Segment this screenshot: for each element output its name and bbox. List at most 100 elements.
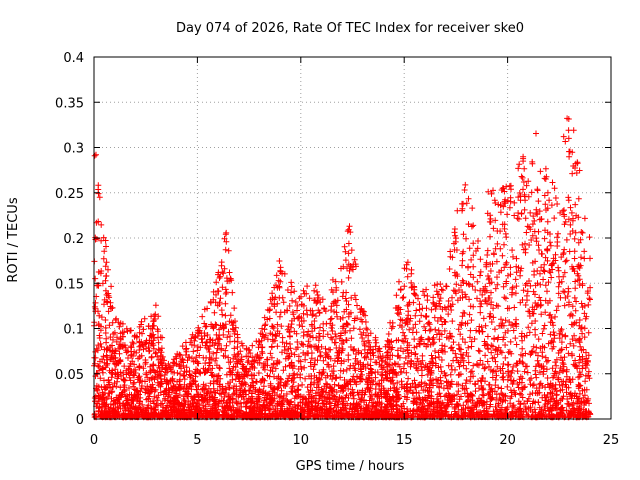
data-point [479,402,486,409]
data-point [446,330,453,337]
data-point [251,372,258,379]
data-point [227,312,234,319]
data-point [477,303,484,310]
data-point [500,336,506,343]
data-point [361,397,367,404]
data-point [190,348,197,355]
data-point [148,388,155,395]
data-point [322,354,329,361]
data-point [560,363,567,370]
data-point [506,204,513,211]
data-point [102,317,109,323]
data-point [114,378,121,385]
data-point [136,323,143,330]
data-point [544,375,551,381]
data-point [477,287,484,294]
data-point [272,332,279,339]
data-point [499,391,506,398]
data-point [213,362,220,369]
data-point [530,310,537,317]
data-point [270,411,277,418]
data-point [407,363,414,370]
data-point [549,179,556,186]
data-point [129,339,136,346]
data-point [365,402,372,409]
data-point [510,327,517,334]
data-point [497,367,504,374]
data-point [475,378,481,385]
data-point [535,361,542,367]
data-point [432,362,439,369]
data-point [435,291,442,298]
data-point [435,327,442,334]
data-point [537,297,544,304]
data-point [467,327,474,334]
data-point [542,397,548,404]
data-point [311,318,318,324]
data-point [236,392,243,398]
data-point [150,331,157,338]
data-point [404,346,411,353]
data-point [280,299,287,306]
data-point [407,384,414,391]
data-point [300,396,307,403]
data-point [447,333,454,339]
data-point [364,349,371,356]
data-point [551,185,558,192]
data-point [507,395,514,402]
data-point [474,295,480,302]
data-point [553,307,560,314]
data-point [535,336,542,343]
data-point [502,342,509,348]
data-point [261,402,268,408]
data-point [527,282,534,289]
data-point [559,208,566,215]
data-point [226,365,233,372]
data-point [398,324,405,330]
data-point [463,280,470,287]
data-point [240,363,247,370]
data-point [123,347,129,354]
data-point [487,268,494,274]
data-point [571,235,578,242]
data-point [275,277,282,284]
data-point [169,376,176,383]
data-point [110,384,116,390]
data-point [438,357,445,363]
data-point [563,378,569,385]
data-point [563,384,570,391]
data-point [300,310,307,317]
data-point [106,322,113,329]
data-point [192,334,199,341]
data-point [154,397,161,404]
data-point [291,370,298,377]
data-point [581,386,588,393]
data-point [276,398,283,405]
data-point [581,325,588,332]
data-point [334,297,341,304]
data-point [249,354,256,361]
data-point [578,347,585,354]
data-point [488,342,495,349]
data-point [347,402,354,409]
data-point [404,259,411,266]
data-point [447,345,454,352]
data-point [441,343,448,350]
data-point [222,286,229,293]
data-point [281,270,288,277]
data-point [537,281,544,288]
data-point [450,339,457,346]
data-point [239,342,246,349]
data-point [309,307,316,314]
data-point [473,248,479,254]
data-point [579,353,586,360]
data-point [97,327,104,334]
data-point [587,255,593,262]
data-point [587,284,594,291]
data-point [216,326,223,333]
data-point [120,376,127,383]
data-point [129,358,136,365]
data-point [544,189,551,196]
data-point [143,370,150,376]
data-point [196,330,203,337]
